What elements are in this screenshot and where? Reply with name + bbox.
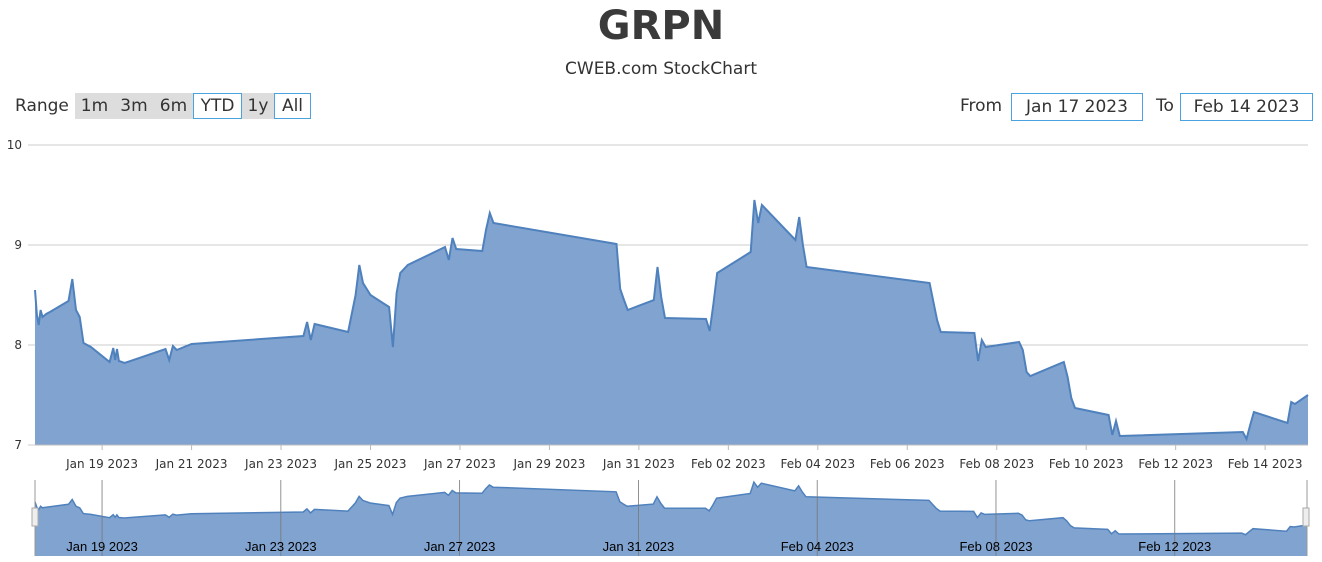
navigator-right-handle[interactable] (1302, 507, 1310, 527)
navigator-tick-label: Jan 23 2023 (245, 539, 317, 554)
range-button-ytd[interactable]: YTD (193, 93, 242, 119)
range-button-3m[interactable]: 3m (114, 93, 154, 119)
x-tick-label: Feb 04 2023 (780, 457, 855, 471)
y-tick-label: 10 (7, 138, 22, 152)
x-tick-label: Jan 25 2023 (334, 457, 407, 471)
range-label: Range (15, 96, 69, 116)
y-tick-label: 7 (14, 438, 22, 452)
navigator-area (35, 482, 1307, 556)
navigator-tick-label: Feb 04 2023 (781, 539, 854, 554)
navigator-tick-label: Feb 08 2023 (959, 539, 1032, 554)
y-tick-label: 8 (14, 338, 22, 352)
range-button-6m[interactable]: 6m (154, 93, 193, 119)
range-button-1m[interactable]: 1m (75, 93, 114, 119)
x-tick-label: Jan 21 2023 (155, 457, 228, 471)
range-button-all[interactable]: All (274, 93, 311, 119)
navigator-tick-label: Jan 27 2023 (424, 539, 496, 554)
from-label: From (960, 96, 1003, 116)
navigator-tick-label: Feb 12 2023 (1138, 539, 1211, 554)
x-tick-label: Jan 29 2023 (512, 457, 585, 471)
navigator-tick-label: Jan 31 2023 (603, 539, 675, 554)
to-date-input[interactable] (1180, 93, 1313, 121)
from-date-input[interactable] (1011, 93, 1143, 121)
x-tick-label: Feb 14 2023 (1228, 457, 1303, 471)
x-tick-label: Jan 23 2023 (244, 457, 317, 471)
y-tick-label: 9 (14, 238, 22, 252)
price-line (34, 199, 1309, 442)
x-tick-label: Jan 27 2023 (423, 457, 496, 471)
chart-subtitle: CWEB.com StockChart (565, 59, 757, 79)
range-button-1y[interactable]: 1y (242, 93, 274, 119)
x-tick-label: Feb 12 2023 (1138, 457, 1213, 471)
navigator-line (34, 480, 1308, 536)
area-fill (35, 200, 1308, 445)
x-tick-label: Feb 10 2023 (1049, 457, 1124, 471)
x-tick-label: Feb 08 2023 (959, 457, 1034, 471)
x-tick-label: Feb 06 2023 (870, 457, 945, 471)
navigator-tick-label: Jan 19 2023 (66, 539, 138, 554)
chart-title: GRPN (597, 3, 725, 49)
x-tick-label: Jan 31 2023 (602, 457, 675, 471)
navigator-left-handle[interactable] (31, 507, 39, 527)
x-tick-label: Feb 02 2023 (691, 457, 766, 471)
to-label: To (1156, 96, 1174, 116)
x-tick-label: Jan 19 2023 (65, 457, 138, 471)
